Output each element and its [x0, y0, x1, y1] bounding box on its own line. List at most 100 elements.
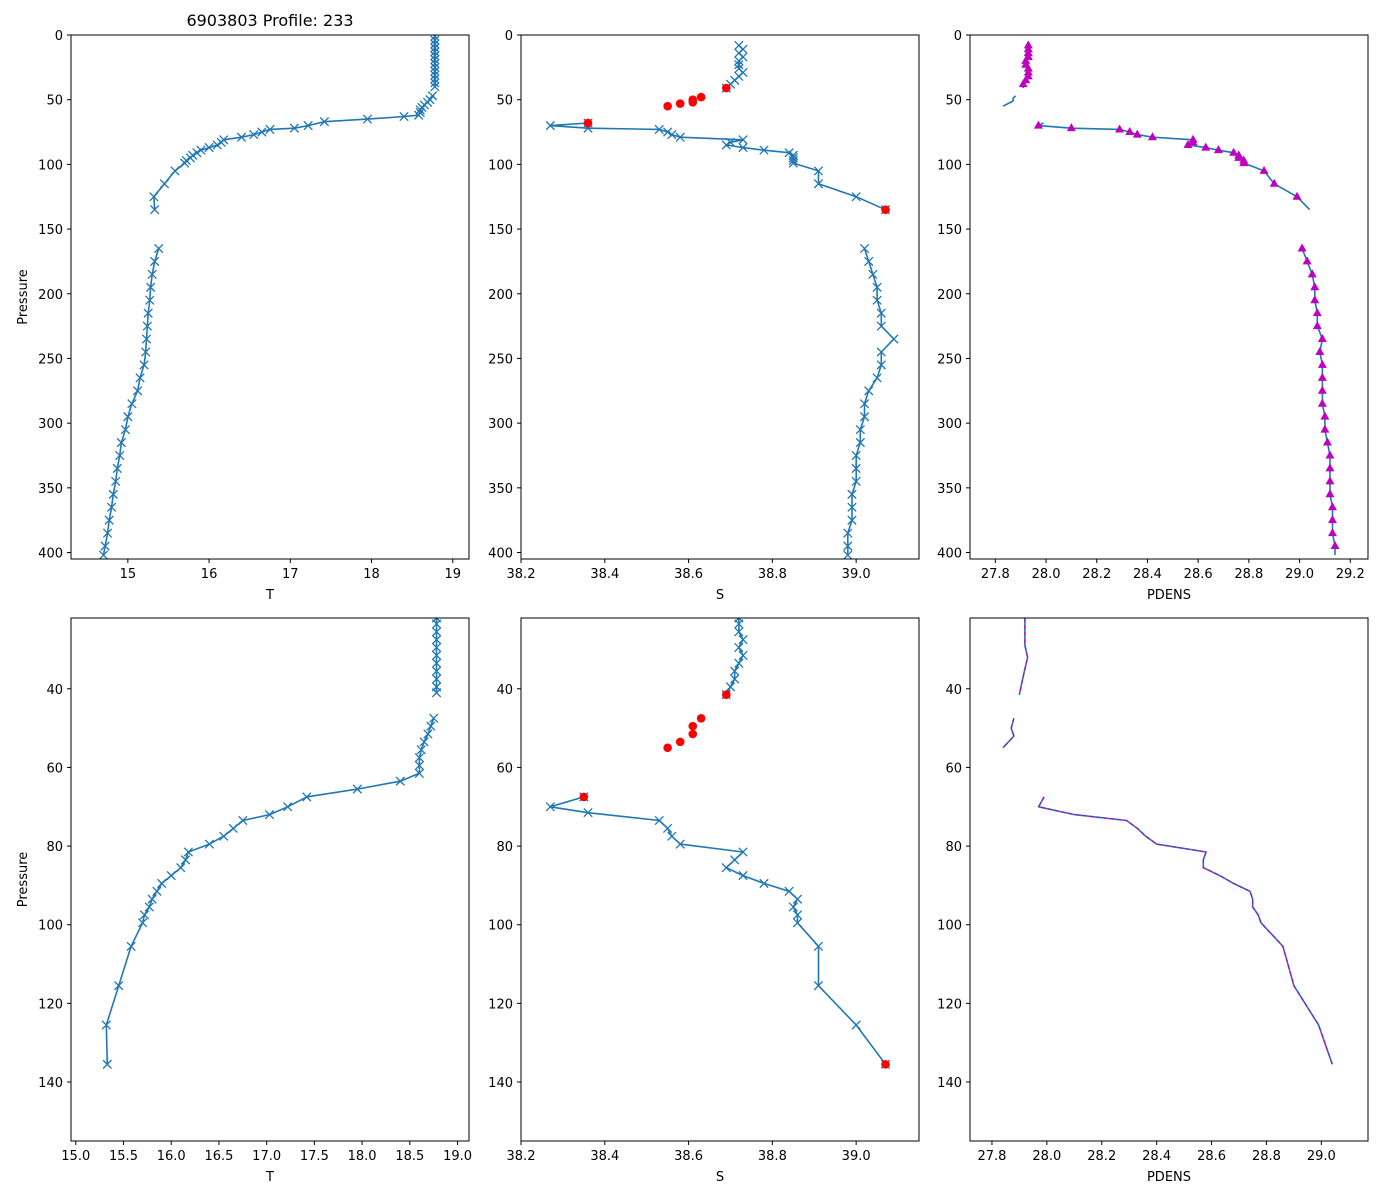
data-point — [788, 155, 798, 166]
flagged-point — [688, 97, 698, 107]
data-point — [141, 347, 151, 357]
x-tick-label: 28.2 — [1087, 1149, 1116, 1164]
y-tick-label: 60 — [46, 761, 63, 776]
data-point — [430, 70, 440, 80]
data-point — [157, 878, 167, 889]
data-point — [414, 752, 425, 763]
data-point — [430, 35, 440, 41]
density-point — [1234, 152, 1244, 161]
data-point — [430, 47, 440, 57]
data-point — [139, 360, 149, 370]
y-tick-label: 150 — [488, 223, 513, 238]
x-tick-label: 28.4 — [1142, 1149, 1171, 1164]
x-tick-label: 28.0 — [1032, 1149, 1061, 1164]
y-tick-label: 80 — [46, 840, 63, 855]
data-point — [859, 412, 870, 422]
data-point — [675, 132, 685, 142]
data-point — [415, 107, 425, 118]
data-point — [721, 863, 731, 873]
data-point — [159, 179, 170, 189]
density-point — [1320, 411, 1330, 420]
data-point — [734, 619, 744, 629]
density-point — [1312, 308, 1322, 317]
flagged-point — [696, 713, 706, 723]
series-t — [101, 618, 442, 1069]
density-point — [1317, 359, 1327, 368]
data-point — [759, 878, 769, 889]
data-point — [431, 642, 442, 653]
data-point — [303, 120, 313, 131]
y-tick-label: 300 — [937, 417, 962, 432]
data-point — [675, 839, 685, 849]
data-point — [734, 658, 744, 668]
data-point — [426, 721, 436, 731]
x-axis-label: T — [265, 1170, 274, 1185]
axes-frame — [520, 34, 920, 560]
y-tick-label: 100 — [937, 158, 962, 173]
data-point — [864, 256, 874, 267]
x-tick-label: 15.0 — [61, 1149, 90, 1164]
data-point — [431, 674, 442, 684]
panels: 15 16 17 18 19050100150200250300350400TPress… — [16, 29, 1369, 1185]
x-tick-label: 38.6 — [674, 1149, 703, 1164]
y-tick-label: 350 — [488, 482, 513, 497]
density-point — [1188, 137, 1198, 146]
data-point — [414, 760, 425, 771]
plot-area — [545, 40, 899, 559]
data-point — [135, 373, 145, 383]
y-tick-label: 80 — [496, 840, 513, 855]
y-tick-label: 50 — [496, 94, 513, 109]
data-point — [219, 831, 229, 841]
x-tick-label: 28.8 — [1252, 1149, 1281, 1164]
data-point — [868, 269, 878, 280]
data-point — [352, 784, 362, 794]
data-point — [204, 839, 215, 849]
flagged-point — [721, 83, 731, 93]
data-point — [847, 489, 857, 499]
density-point — [1148, 132, 1158, 141]
plot-area — [101, 618, 442, 1069]
data-point — [738, 847, 748, 857]
density-point — [1183, 139, 1193, 148]
data-point — [204, 142, 214, 153]
series-flagged — [579, 690, 890, 1069]
x-axis-label: T — [265, 588, 274, 603]
data-point — [104, 515, 114, 525]
x-tick-label: 28.4 — [1133, 567, 1162, 582]
data-point — [419, 737, 429, 747]
data-point — [738, 650, 748, 661]
plot-area — [98, 35, 440, 559]
data-point — [282, 802, 293, 812]
x-tick-label: 27.8 — [981, 567, 1010, 582]
data-point — [430, 66, 440, 76]
data-point — [430, 43, 440, 53]
data-point — [98, 550, 109, 559]
y-tick-label: 200 — [937, 288, 962, 303]
data-point — [430, 62, 440, 73]
data-point — [265, 124, 275, 135]
x-tick-label: 29.0 — [1307, 1149, 1336, 1164]
density-point — [1325, 476, 1335, 485]
data-point — [216, 137, 226, 148]
data-point — [102, 1059, 112, 1069]
data-point — [228, 823, 238, 834]
data-point — [417, 102, 427, 113]
density-point — [1259, 165, 1269, 174]
data-point — [430, 78, 440, 88]
flagged-point — [881, 1060, 890, 1069]
plot-area — [1002, 40, 1340, 556]
data-point — [415, 105, 425, 115]
y-tick-label: 250 — [488, 352, 513, 367]
data-point — [431, 666, 442, 676]
x-tick-label: 29.2 — [1336, 567, 1365, 582]
flagged-point — [696, 92, 706, 102]
data-point — [238, 815, 248, 826]
data-point — [127, 399, 137, 409]
data-point — [855, 424, 866, 435]
data-point — [170, 166, 180, 176]
data-point — [143, 308, 153, 318]
data-point — [126, 941, 136, 952]
data-point — [430, 74, 440, 84]
data-point — [112, 463, 122, 474]
x-tick-label: 38.8 — [758, 1149, 787, 1164]
